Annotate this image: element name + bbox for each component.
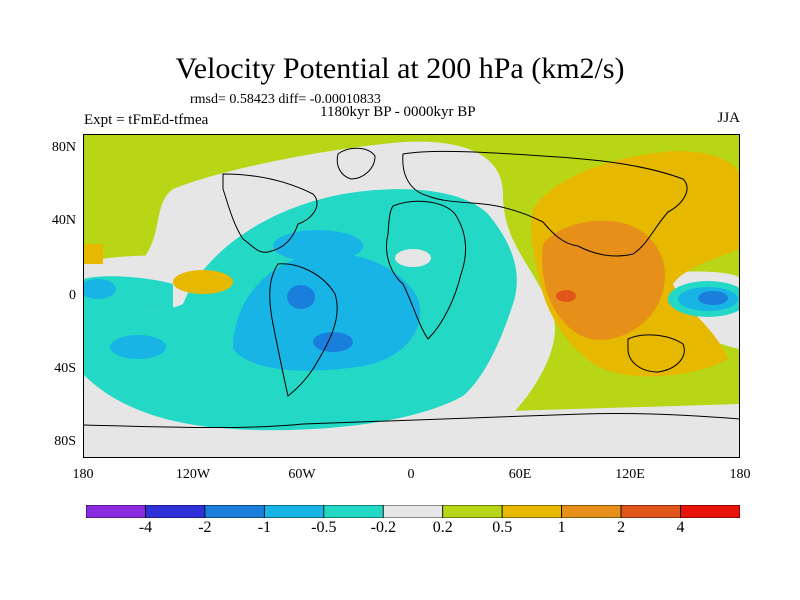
coastlines (83, 147, 740, 429)
colorbar-swatch (680, 505, 740, 518)
season-label: JJA (717, 110, 740, 126)
colorbar-swatch (323, 505, 384, 518)
colorbar-swatch (204, 505, 265, 518)
map-frame (83, 134, 740, 458)
lat-label-40n: 40N (51, 213, 76, 228)
rmsd-diff-stats: rmsd= 0.58423 diff= -0.00010833 (190, 92, 381, 107)
colorbar-swatch (86, 505, 146, 518)
colorbar (86, 505, 740, 518)
lat-label-80n: 80N (51, 140, 76, 155)
colorbar-swatch (145, 505, 206, 518)
period-label: 1180kyr BP - 0000kyr BP (320, 104, 476, 120)
lon-label-180e: 180 (729, 467, 751, 482)
colorbar-label: 2 (617, 519, 626, 536)
colorbar-label: 0.5 (492, 519, 513, 536)
field-lightblue-sam (233, 253, 421, 371)
field-yellow-pacific (173, 270, 233, 294)
lon-label-120e: 120E (615, 467, 645, 482)
colorbar-label: -2 (198, 519, 212, 536)
lon-label-120w: 120W (175, 467, 211, 482)
colorbar-label: 1 (557, 519, 566, 536)
velocity-potential-map (83, 134, 740, 458)
field-yellow-west (83, 244, 103, 264)
colorbar-swatch (442, 505, 503, 518)
colorbar-label: -0.5 (311, 519, 337, 536)
colorbar-swatch (263, 505, 325, 518)
field-blue-amazon (287, 285, 315, 309)
colorbar-label: 0.2 (432, 519, 453, 536)
experiment-label: Expt = tFmEd-tfmea (84, 112, 209, 128)
colorbar-label: -1 (257, 519, 272, 536)
field-lightblue-ne (273, 230, 363, 262)
field-orange-asia (542, 220, 666, 340)
field-blue-wpac (698, 291, 728, 305)
field-grey-south (83, 404, 740, 458)
field-lightblue-sw (110, 335, 166, 359)
map-title: Velocity Potential at 200 hPa (km2/s) (175, 52, 625, 85)
field-grey-africa (395, 249, 431, 267)
lon-label-60w: 60W (288, 467, 316, 482)
colorbar-swatch (561, 505, 622, 518)
lon-label-180w: 180 (72, 467, 94, 482)
lat-label-0: 0 (69, 288, 76, 303)
field-lightblue-w (83, 279, 116, 299)
lon-label-60e: 60E (508, 467, 532, 482)
colorbar-swatch (620, 505, 681, 518)
field-red-bay (556, 290, 576, 302)
colorbar-swatch (501, 505, 563, 518)
lat-label-40s: 40S (54, 361, 76, 376)
field-blue-brazil (313, 332, 353, 352)
lat-label-80s: 80S (54, 434, 76, 449)
colorbar-label: -0.2 (370, 519, 396, 536)
colorbar-swatch (382, 505, 444, 518)
lon-label-0: 0 (407, 467, 415, 482)
colorbar-label: -4 (138, 519, 153, 536)
colorbar-label: 4 (676, 519, 685, 536)
